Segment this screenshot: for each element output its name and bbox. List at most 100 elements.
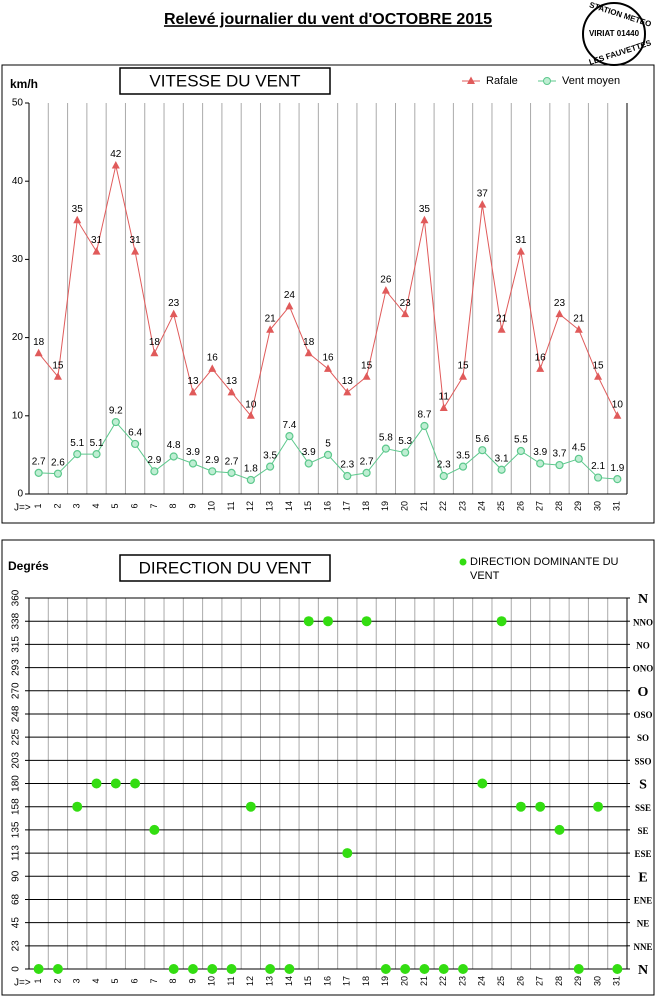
x-tick-label: 27 [535, 976, 545, 986]
point [72, 801, 83, 812]
data-label: 3.9 [186, 447, 200, 458]
data-label: 2.9 [147, 455, 161, 466]
x-tick-label: 7 [149, 978, 159, 983]
point [73, 215, 82, 224]
y-tick-label: 158 [11, 798, 22, 815]
point [285, 432, 294, 441]
point [53, 469, 63, 478]
x-tick-label: 21 [419, 976, 429, 986]
legend-marker [543, 77, 551, 85]
data-label: 5.8 [379, 432, 393, 443]
x-tick-label: 28 [554, 976, 564, 986]
x-tick-label: 16 [322, 976, 332, 986]
data-label: 5.6 [475, 434, 489, 445]
data-label: 10 [612, 399, 624, 410]
data-label: 8.7 [417, 410, 431, 421]
point [574, 325, 583, 333]
x-tick-label: 4 [91, 978, 101, 983]
data-label: 3.5 [263, 450, 277, 461]
x-tick-label: 11 [226, 976, 236, 985]
point [438, 964, 449, 974]
point [516, 446, 526, 456]
x-tick-label: 14 [284, 976, 294, 986]
point [187, 964, 198, 974]
x-tick-label: 26 [515, 976, 525, 986]
legend-line-2: VENT [470, 570, 500, 582]
point [188, 387, 197, 396]
point [536, 459, 545, 468]
data-label: 18 [303, 337, 315, 348]
point [516, 247, 525, 255]
y2-tick-label: E [638, 870, 647, 885]
point [169, 452, 178, 461]
point [208, 467, 217, 476]
data-label: 10 [245, 399, 257, 410]
data-label: 23 [554, 298, 566, 309]
point [226, 964, 237, 974]
point [208, 364, 217, 372]
point [477, 778, 488, 789]
x-tick-label: 15 [303, 501, 313, 511]
point [555, 460, 564, 470]
point [362, 468, 371, 477]
point [497, 325, 506, 333]
legend-label: Rafale [486, 75, 518, 87]
point [111, 161, 120, 169]
y-tick-label: 23 [11, 940, 22, 952]
point [33, 964, 44, 974]
x-tick-label: 22 [438, 976, 448, 986]
point [130, 778, 141, 789]
x-tick-label: 27 [535, 501, 545, 511]
data-label: 3.9 [533, 447, 547, 458]
point [361, 616, 372, 627]
page-title: Relevé journalier du vent d'OCTOBRE 2015 [164, 11, 492, 28]
legend-line-1: DIRECTION DOMINANTE DU [470, 556, 619, 568]
point [458, 964, 469, 974]
data-label: 2.1 [591, 461, 605, 472]
y-tick-label: 180 [11, 775, 22, 792]
x-tick-label: 17 [342, 501, 352, 511]
point [266, 325, 275, 333]
data-label: 21 [573, 313, 585, 324]
y-tick-label: 90 [11, 870, 22, 882]
point [613, 411, 622, 419]
x-tick-label: 24 [477, 976, 487, 986]
point [439, 403, 448, 411]
y-tick-label: 10 [12, 410, 24, 421]
data-label: 2.7 [225, 457, 239, 468]
point [612, 964, 623, 974]
data-label: 3.1 [495, 453, 509, 464]
x-tick-label: 17 [342, 976, 352, 986]
x-tick-label: 19 [380, 976, 390, 986]
x-tick-label: 7 [149, 503, 159, 508]
point [168, 964, 179, 974]
data-label: 21 [265, 313, 277, 324]
y-tick-label: 315 [11, 636, 22, 653]
y2-tick-label: OSO [633, 710, 652, 720]
point [265, 964, 276, 974]
y2-tick-label: SSO [634, 756, 651, 766]
data-label: 6.4 [128, 428, 142, 439]
point [478, 200, 487, 208]
data-label: 7.4 [282, 420, 296, 431]
x-tick-label: 25 [496, 501, 506, 511]
point [342, 848, 353, 859]
data-label: 18 [149, 337, 161, 348]
x-tick-label: 3 [72, 978, 82, 983]
point [613, 475, 622, 484]
point [478, 446, 487, 455]
y2-tick-label: N [638, 963, 648, 978]
x-tick-label: 23 [457, 501, 467, 511]
y2-tick-label: SSE [635, 803, 651, 813]
y-tick-label: 293 [11, 659, 22, 676]
data-label: 13 [342, 376, 354, 387]
chart-title: VITESSE DU VENT [149, 71, 300, 90]
point [150, 348, 159, 357]
x-axis-label: J=> [14, 503, 31, 514]
x-tick-label: 19 [380, 501, 390, 511]
point [34, 348, 43, 357]
data-label: 15 [457, 360, 469, 371]
x-tick-label: 10 [207, 501, 217, 511]
x-tick-label: 24 [477, 501, 487, 511]
y-tick-label: 45 [11, 917, 22, 929]
